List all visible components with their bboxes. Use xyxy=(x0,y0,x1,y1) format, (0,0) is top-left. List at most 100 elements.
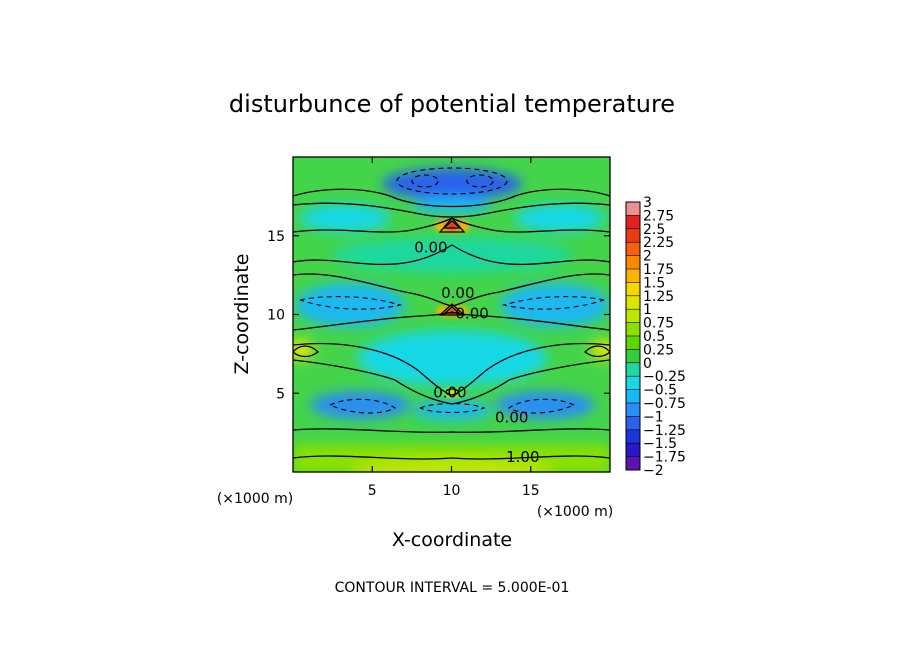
lower-right-cold xyxy=(495,391,595,419)
x-tick-label: 5 xyxy=(368,483,377,499)
y-tick-label: 5 xyxy=(276,386,285,402)
y-tick-label: 15 xyxy=(267,229,285,245)
colorbar-label: 0.25 xyxy=(643,342,674,358)
colorbar-swatch xyxy=(626,309,640,323)
colorbar-swatch xyxy=(626,362,640,377)
lower-center-cool xyxy=(412,400,492,420)
right-edge-warm xyxy=(590,340,610,360)
colorbar-label: 2 xyxy=(643,249,652,265)
x-axis-label: X-coordinate xyxy=(392,529,512,551)
colorbar-swatch xyxy=(626,255,640,269)
y-axis-label: Z-coordinate xyxy=(231,254,253,375)
contour-line xyxy=(293,244,610,266)
contour-label: 0.00 xyxy=(414,239,447,257)
x-tick-label: 15 xyxy=(522,483,540,499)
right-cool-band xyxy=(500,283,610,327)
colorbar-label: −0.5 xyxy=(643,383,677,399)
colorbar-label: −0.25 xyxy=(643,369,686,385)
colorbar-swatch xyxy=(626,269,640,283)
upper-right-cool xyxy=(515,204,605,232)
colorbar-label: 1.75 xyxy=(643,262,674,278)
negative-contour xyxy=(501,296,605,310)
x-axis: 5 10 15 xyxy=(368,157,540,499)
colorbar-label: −2 xyxy=(643,463,664,479)
contour-line xyxy=(443,306,461,314)
colorbar-label: −1.75 xyxy=(643,450,686,466)
colorbar-label: −1.25 xyxy=(643,423,686,439)
colorbar-swatch xyxy=(626,228,640,243)
colorbar-label: −0.75 xyxy=(643,396,686,412)
contour-line xyxy=(438,303,466,316)
colorbar-swatch xyxy=(626,443,640,457)
colorbar-swatch xyxy=(626,282,640,296)
colorbar-swatch xyxy=(626,403,640,417)
colorbar-label: 0 xyxy=(643,356,652,372)
colorbar-swatch xyxy=(626,416,640,430)
colorbar-label: 2.5 xyxy=(643,222,665,238)
contour-interval-note: CONTOUR INTERVAL = 5.000E-01 xyxy=(335,580,570,596)
colorbar-swatch xyxy=(626,322,640,336)
colorbar-label: −1.5 xyxy=(643,436,677,452)
band-upper-mid xyxy=(332,237,572,273)
colorbar-swatch xyxy=(626,215,640,229)
y-axis: 5 10 15 xyxy=(267,229,610,402)
contour-label: 0.00 xyxy=(441,284,474,302)
upper-cold-fringe xyxy=(412,197,492,213)
contour-label: 1.00 xyxy=(506,448,539,466)
colorbar-label: 1.5 xyxy=(643,275,665,291)
contour-line xyxy=(293,188,610,208)
colorbar-label: −1 xyxy=(643,409,664,425)
contour-label: 0.00 xyxy=(455,305,488,323)
colorbar-label: 0.5 xyxy=(643,329,665,345)
negative-contour xyxy=(396,167,508,195)
x-unit-left: (×1000 m) xyxy=(217,491,293,507)
colorbar-label: 0.75 xyxy=(643,316,674,332)
upper-cold-core xyxy=(382,168,522,200)
low-max xyxy=(444,389,460,397)
colorbar-label: 2.25 xyxy=(643,235,674,251)
colorbar-swatch xyxy=(626,349,640,363)
left-cool-band xyxy=(295,283,405,327)
colorbar: 32.752.52.2521.751.51.2510.750.50.250−0.… xyxy=(625,195,686,479)
surface-warm-core xyxy=(352,458,552,472)
negative-contour xyxy=(329,398,397,414)
contour-line xyxy=(442,220,462,229)
contour-line xyxy=(293,455,610,460)
upper-left-cool xyxy=(300,204,390,232)
negative-contour xyxy=(299,296,403,310)
colorbar-swatch xyxy=(626,376,640,390)
contour-line xyxy=(584,345,610,358)
contour-line xyxy=(293,428,610,433)
colorbar-swatch xyxy=(626,389,640,403)
contour-labels: 0.00 0.00 0.00 0.00 0.00 1.00 xyxy=(414,239,539,466)
colorbar-swatch xyxy=(626,242,640,256)
lower-left-cold xyxy=(310,391,410,419)
contour-line xyxy=(293,359,610,405)
central-cool-band xyxy=(357,330,547,386)
colorbar-label: 1 xyxy=(643,302,652,318)
colorbar-swatch xyxy=(626,202,640,216)
negative-contour xyxy=(419,403,486,413)
colorbar-swatch xyxy=(626,295,640,310)
contour-line xyxy=(293,345,319,358)
contour-line xyxy=(445,388,459,396)
negative-contour xyxy=(411,174,439,188)
left-edge-warm xyxy=(293,340,314,360)
negative-contour xyxy=(466,174,494,188)
colorbar-swatch xyxy=(626,456,640,470)
colorbar-label: 1.25 xyxy=(643,289,674,305)
colorbar-swatch xyxy=(626,429,640,444)
contour-lines xyxy=(293,188,610,460)
x-tick-label: 10 xyxy=(443,483,461,499)
negative-contour xyxy=(507,398,575,414)
contour-line xyxy=(293,202,610,218)
negative-contours xyxy=(299,167,605,414)
y-tick-label: 10 xyxy=(267,308,285,324)
x-unit-right: (×1000 m) xyxy=(537,504,613,520)
chart-title: disturbunce of potential temperature xyxy=(229,90,675,118)
contour-line xyxy=(438,217,466,233)
contour-label: 0.00 xyxy=(495,409,528,427)
colorbar-label: 3 xyxy=(643,195,652,211)
